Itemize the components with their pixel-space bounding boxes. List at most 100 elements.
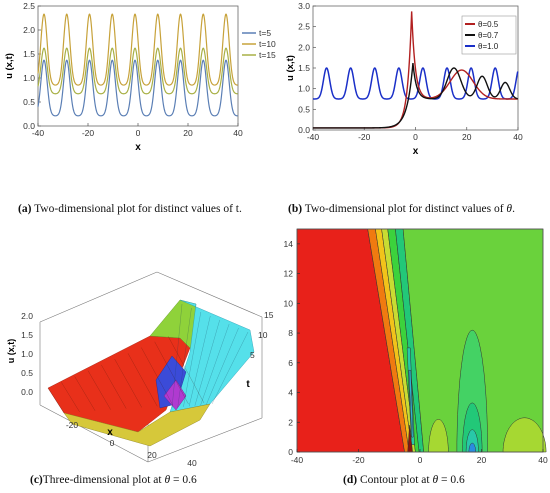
caption-b: (b) Two-dimensional plot for distinct va… — [288, 203, 515, 215]
legend-box — [461, 15, 517, 55]
mesh-line — [141, 347, 174, 406]
x-tick-label: -20 — [352, 455, 365, 465]
y-tick-label: 2.0 — [23, 25, 35, 35]
box-edge — [39, 271, 158, 323]
contour-band-lime — [381, 228, 416, 453]
y-tick-label: 8 — [288, 328, 293, 338]
z-axis-label: u (x,t) — [6, 339, 16, 364]
surface-dip-core — [163, 379, 187, 411]
legend-label: θ=0.7 — [478, 31, 499, 40]
z-tick-label: 2.0 — [21, 311, 33, 321]
mesh-line — [61, 382, 80, 413]
legend-label: t=5 — [259, 28, 271, 38]
plot-frame — [312, 5, 519, 131]
mesh-line — [114, 358, 142, 408]
mesh-line — [47, 387, 65, 414]
mesh-line — [194, 319, 220, 406]
contour-dome-right — [502, 417, 547, 453]
x-axis-label: x — [413, 146, 419, 157]
mesh-line — [87, 370, 111, 410]
y-tick-label: 0 — [288, 447, 293, 457]
contour-wedge — [407, 425, 413, 453]
contour-base — [297, 229, 543, 452]
series-line-theta-0-5 — [313, 11, 518, 129]
z-tick-label: 1.5 — [21, 330, 33, 340]
x-tick-label: 0 — [418, 455, 423, 465]
t-tick-label: 15 — [264, 310, 274, 320]
y-tick-label: 2.0 — [298, 42, 310, 52]
x-tick-label: -40 — [307, 132, 320, 142]
contour-band-red — [296, 228, 405, 453]
y-tick-label: 14 — [284, 239, 294, 249]
mesh-line — [200, 323, 230, 406]
contour-band-green — [387, 228, 420, 453]
legend-label: t=10 — [259, 39, 276, 49]
contour-band-right — [402, 228, 544, 453]
mesh-line — [183, 311, 202, 407]
x-tick-label: 20 — [462, 132, 472, 142]
y-tick-label: 1.5 — [23, 49, 35, 59]
z-tick-label: 0.0 — [21, 387, 33, 397]
x-tick-label: -40 — [32, 128, 45, 138]
y-tick-label: 0.0 — [23, 121, 35, 131]
y-tick-label: 4 — [288, 388, 293, 398]
y-tick-label: 10 — [284, 298, 294, 308]
series-line-t15 — [37, 47, 238, 95]
y-tick-label: 1.0 — [298, 84, 310, 94]
y-axis-label: u (x,t) — [285, 55, 296, 81]
series-line-theta-1-0 — [312, 67, 519, 100]
mesh-line — [188, 315, 211, 407]
x-tick-label: -20 — [82, 128, 95, 138]
contour-dome-inner-3 — [468, 442, 476, 453]
legend-label: θ=0.5 — [478, 20, 499, 29]
x-tick-label: 40 — [513, 132, 523, 142]
z-tick-label: 1.0 — [21, 349, 33, 359]
mesh-line — [154, 341, 189, 405]
surface-front-region — [63, 403, 211, 447]
mesh-line — [177, 307, 192, 408]
y-tick-label: 12 — [284, 269, 294, 279]
contour-band-orange — [367, 228, 410, 453]
mesh-line — [127, 353, 158, 407]
contour-dome-inner-2 — [465, 429, 479, 453]
plot-frame — [296, 228, 544, 453]
surface-ridge-region — [149, 299, 197, 351]
plot-frame — [37, 5, 239, 127]
x-tick-label: 0 — [110, 438, 115, 448]
x-axis-label: x — [107, 427, 113, 438]
y-tick-label: 2.5 — [23, 1, 35, 11]
contour-band-teal — [395, 228, 424, 453]
x-tick-label: -20 — [358, 132, 371, 142]
mesh-line — [74, 376, 96, 411]
t-tick-label: 10 — [258, 330, 268, 340]
box-edge — [156, 271, 263, 318]
series-line-t10 — [37, 13, 238, 86]
legend-label: θ=1.0 — [478, 42, 499, 51]
x-tick-label: 40 — [233, 128, 243, 138]
caption-c: (c)Three-dimensional plot at θ = 0.6 — [30, 474, 197, 486]
x-tick-label: -40 — [291, 455, 304, 465]
x-tick-label: 0 — [413, 132, 418, 142]
mesh-line — [171, 303, 183, 409]
surface-cyan-region — [169, 299, 255, 413]
x-tick-label: -20 — [66, 420, 79, 430]
t-tick-label: 5 — [250, 350, 255, 360]
contour-band-yellow — [375, 228, 413, 453]
x-tick-label: 0 — [136, 128, 141, 138]
series-line-t5 — [37, 59, 238, 117]
x-tick-label: 40 — [538, 455, 548, 465]
x-tick-label: 20 — [477, 455, 487, 465]
y-tick-label: 1.5 — [298, 63, 310, 73]
contour-dome-tall — [456, 329, 488, 453]
caption-d: (d) Contour plot at θ = 0.6 — [343, 474, 465, 486]
series-line-theta-0-7 — [313, 62, 518, 129]
x-axis-label: x — [135, 142, 141, 153]
mesh-line — [206, 327, 239, 405]
mesh-line — [167, 335, 205, 404]
contour-streak-cyan — [406, 347, 415, 445]
mesh-line — [101, 364, 127, 409]
y-axis-label: u (x,t) — [4, 53, 15, 79]
box-edge — [147, 417, 263, 463]
contour-dome-inner-1 — [462, 402, 483, 453]
